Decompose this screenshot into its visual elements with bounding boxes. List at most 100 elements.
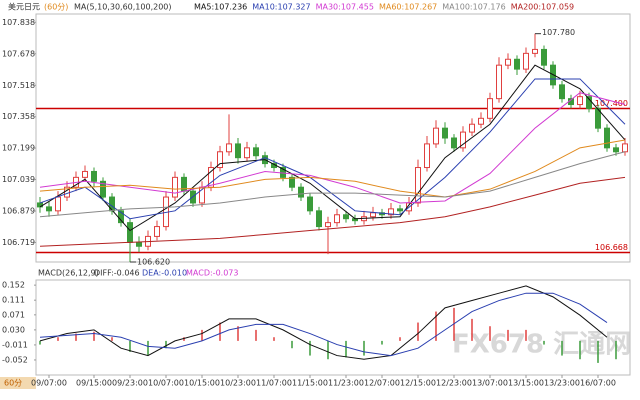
candle-body [595, 107, 601, 129]
annotation-label: 106.620 [137, 258, 170, 267]
period: (60分) [44, 3, 68, 12]
x-tick-label: 11/23:00 [328, 379, 364, 388]
ma-line [39, 176, 626, 247]
x-tick-label: 11/07:00 [256, 379, 292, 388]
candle-body [154, 226, 160, 237]
ma-line [39, 64, 626, 232]
legend-entry: MA5:107.236 [194, 3, 247, 12]
candle-body [127, 222, 133, 243]
candle-body [460, 131, 466, 149]
candle-body [442, 127, 448, 139]
candle-body [541, 48, 547, 66]
candle-body [343, 214, 349, 220]
ma-line [39, 78, 626, 220]
y-tick-label: 107.518 [2, 81, 35, 90]
candle-body [415, 167, 421, 204]
x-tick-label: 12/07:00 [364, 379, 400, 388]
candle-body [244, 147, 250, 159]
macd-y-tick-label: -0.011 [2, 340, 28, 349]
y-tick-label: 106.719 [2, 238, 35, 247]
macd-y-tick-label: 0.030 [2, 325, 25, 334]
x-tick-label: 16/07:00 [580, 379, 616, 388]
macd-y-tick-label: 0.152 [2, 281, 25, 290]
candle-body [613, 147, 619, 153]
legend-entry: MA100:107.176 [442, 3, 505, 12]
candle-body [433, 127, 439, 145]
x-tick-label: 11/15:00 [292, 379, 328, 388]
y-tick-label: 106.879 [2, 207, 35, 216]
watermark: FX678 汇通网 [452, 330, 631, 360]
candle-body [82, 170, 88, 178]
macd-diff-label: DIFF:-0.046 [94, 269, 140, 278]
candle-body [325, 222, 331, 228]
macd-y-tick-label: 0.071 [2, 310, 25, 319]
candle-body [523, 52, 529, 70]
x-tick-label: 10/15:00 [184, 379, 220, 388]
y-tick-label: 107.678 [2, 49, 35, 58]
candle-body [46, 206, 52, 212]
x-tick-label: 10/23:00 [220, 379, 256, 388]
candle-body [307, 196, 313, 212]
macd-frame [35, 279, 631, 376]
candle-body [91, 170, 97, 182]
x-tick-label: 13/15:00 [508, 379, 544, 388]
x-tick-label: 13/23:00 [544, 379, 580, 388]
legend-entry: MA30:107.455 [316, 3, 374, 12]
candle-body [487, 98, 493, 119]
candle-body [289, 176, 295, 188]
x-tick-label: 13/07:00 [472, 379, 508, 388]
price-frame [35, 13, 631, 263]
macd-value-label: MACD:-0.073 [186, 269, 238, 278]
x-tick-label: 09/07:00 [31, 379, 67, 388]
candle-body [451, 137, 457, 149]
candle-body [478, 117, 484, 125]
candle-body [370, 212, 376, 218]
candle-body [334, 214, 340, 224]
support-label: 107.400 [595, 99, 628, 108]
ma-line [39, 92, 626, 204]
x-tick-label: 12/23:00 [436, 379, 472, 388]
macd-diff-line [39, 285, 608, 360]
support-label: 106.668 [595, 243, 628, 252]
candle-body [532, 48, 538, 54]
x-tick-label: 09/15:00 [76, 379, 112, 388]
x-tick-label: 10/07:00 [148, 379, 184, 388]
macd-title: MACD(26,12,9) [38, 269, 99, 278]
chart-title: 美元日元 [8, 2, 40, 12]
annotation-label: 107.780 [542, 28, 575, 37]
candle-body [496, 64, 502, 100]
y-tick-label: 107.838 [2, 18, 35, 27]
macd-y-tick-label: 0.111 [2, 296, 25, 305]
legend-entry: MA60:107.267 [379, 3, 437, 12]
macd-dea-label: DEA:-0.010 [142, 269, 187, 278]
candle-body [397, 208, 403, 212]
x-tick-label: 09/23:00 [112, 379, 148, 388]
candle-body [217, 151, 223, 169]
ma-line [39, 151, 626, 218]
candle-body [316, 210, 322, 228]
candle-body [253, 147, 259, 157]
candle-body [388, 208, 394, 216]
candle-body [559, 84, 565, 100]
candle-body [235, 143, 241, 159]
macd-dea-line [39, 292, 608, 357]
candle-body [298, 186, 304, 198]
y-tick-label: 107.358 [2, 112, 35, 121]
candle-body [622, 143, 628, 153]
candle-body [172, 176, 178, 198]
candle-body [424, 143, 430, 169]
candle-body [469, 123, 475, 133]
x-tick-label: 12/15:00 [400, 379, 436, 388]
candle-body [100, 180, 106, 198]
candle-body [604, 127, 610, 149]
candle-body [505, 58, 511, 66]
period-badge-bg [0, 377, 36, 389]
candle-body [577, 96, 583, 106]
legend-entry: MA10:107.327 [252, 3, 310, 12]
macd-y-tick-label: -0.052 [2, 355, 28, 364]
ma-line [39, 139, 626, 198]
candle-body [514, 58, 520, 70]
candle-body [136, 241, 142, 247]
y-tick-label: 107.199 [2, 144, 35, 153]
